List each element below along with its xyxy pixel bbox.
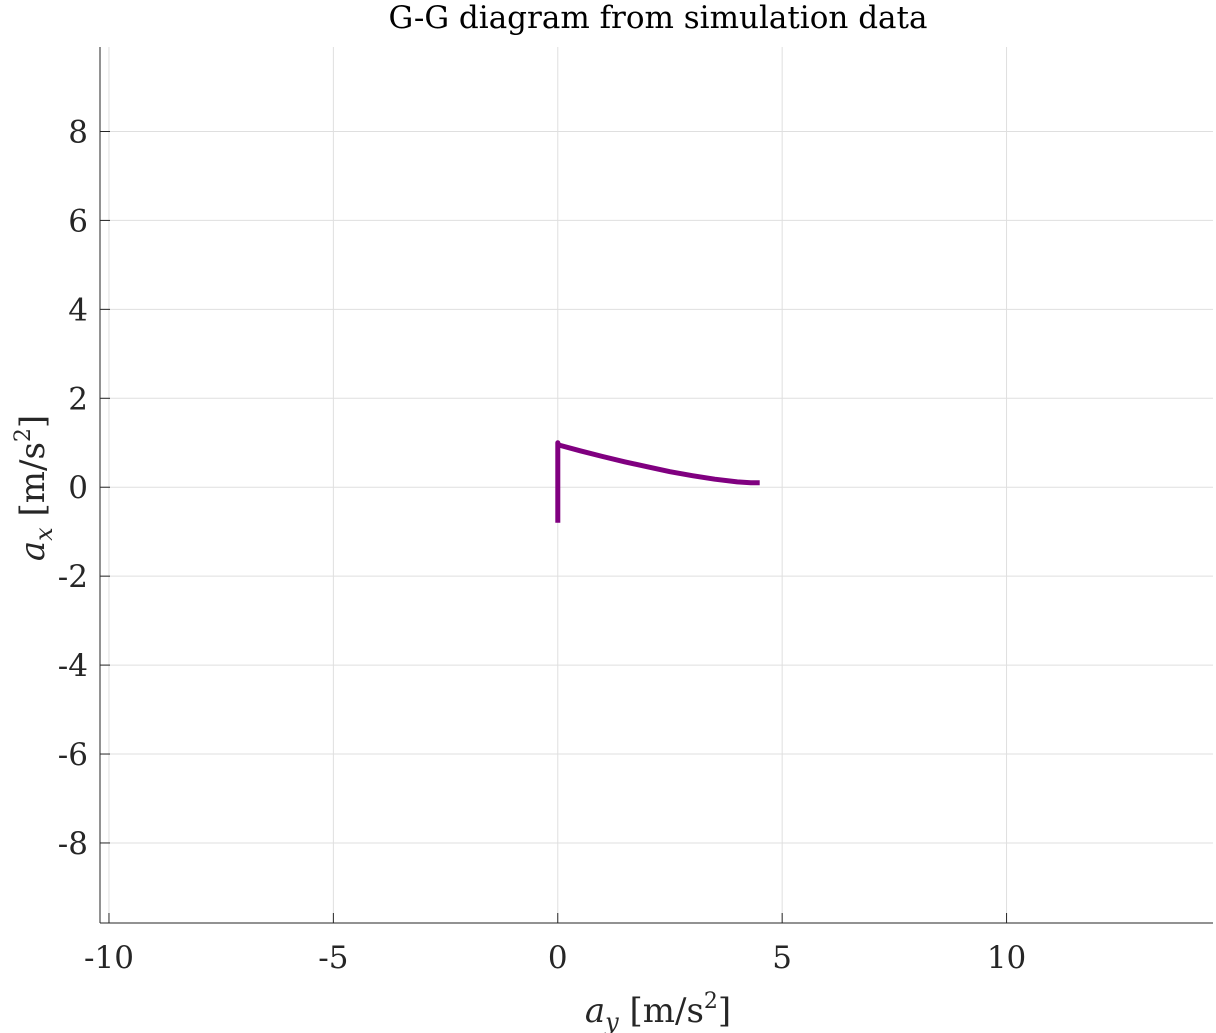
x-tick-label: 0 — [548, 940, 568, 976]
y-axis-label: ax [m/s2] — [11, 415, 58, 561]
y-axis-label-subscript: x — [30, 527, 58, 541]
x-axis-label-subscript: y — [604, 1008, 619, 1033]
y-tick-label: -8 — [58, 826, 88, 862]
series-layer — [558, 443, 760, 523]
x-tick-label: -10 — [84, 940, 134, 976]
y-tick-label: 2 — [68, 381, 88, 417]
axes — [100, 47, 1213, 923]
x-axis-label-unit-power: 2 — [704, 989, 718, 1014]
x-axis-label-unit: [m/s — [619, 991, 704, 1031]
x-axis-label-symbol: a — [585, 991, 605, 1031]
y-axis-label-unit: [m/s — [13, 442, 53, 527]
x-tick-label: 5 — [772, 940, 792, 976]
y-axis-label-unit-close: ] — [13, 415, 53, 428]
y-tick-label: 4 — [68, 292, 88, 328]
x-tick-label: -5 — [318, 940, 348, 976]
y-tick-label: 0 — [68, 470, 88, 506]
y-axis-label-unit-power: 2 — [11, 428, 36, 442]
y-tick-label: -4 — [58, 648, 88, 684]
y-tick-label: 6 — [68, 203, 88, 239]
tick-labels: -10 -5 0 5 10 -8 -6 -4 -2 0 2 4 6 8 — [58, 114, 1026, 976]
y-axis-label-symbol: a — [13, 541, 53, 561]
x-axis-label-unit-close: ] — [718, 991, 731, 1031]
x-tick-label: 10 — [987, 940, 1026, 976]
y-tick-label: -2 — [58, 559, 88, 595]
y-tick-label: -6 — [58, 737, 88, 773]
y-tick-label: 8 — [68, 114, 88, 150]
x-axis-label: ay [m/s2] — [585, 989, 731, 1033]
chart-title: G-G diagram from simulation data — [389, 0, 928, 36]
series-line — [558, 443, 760, 523]
grid — [100, 47, 1213, 923]
